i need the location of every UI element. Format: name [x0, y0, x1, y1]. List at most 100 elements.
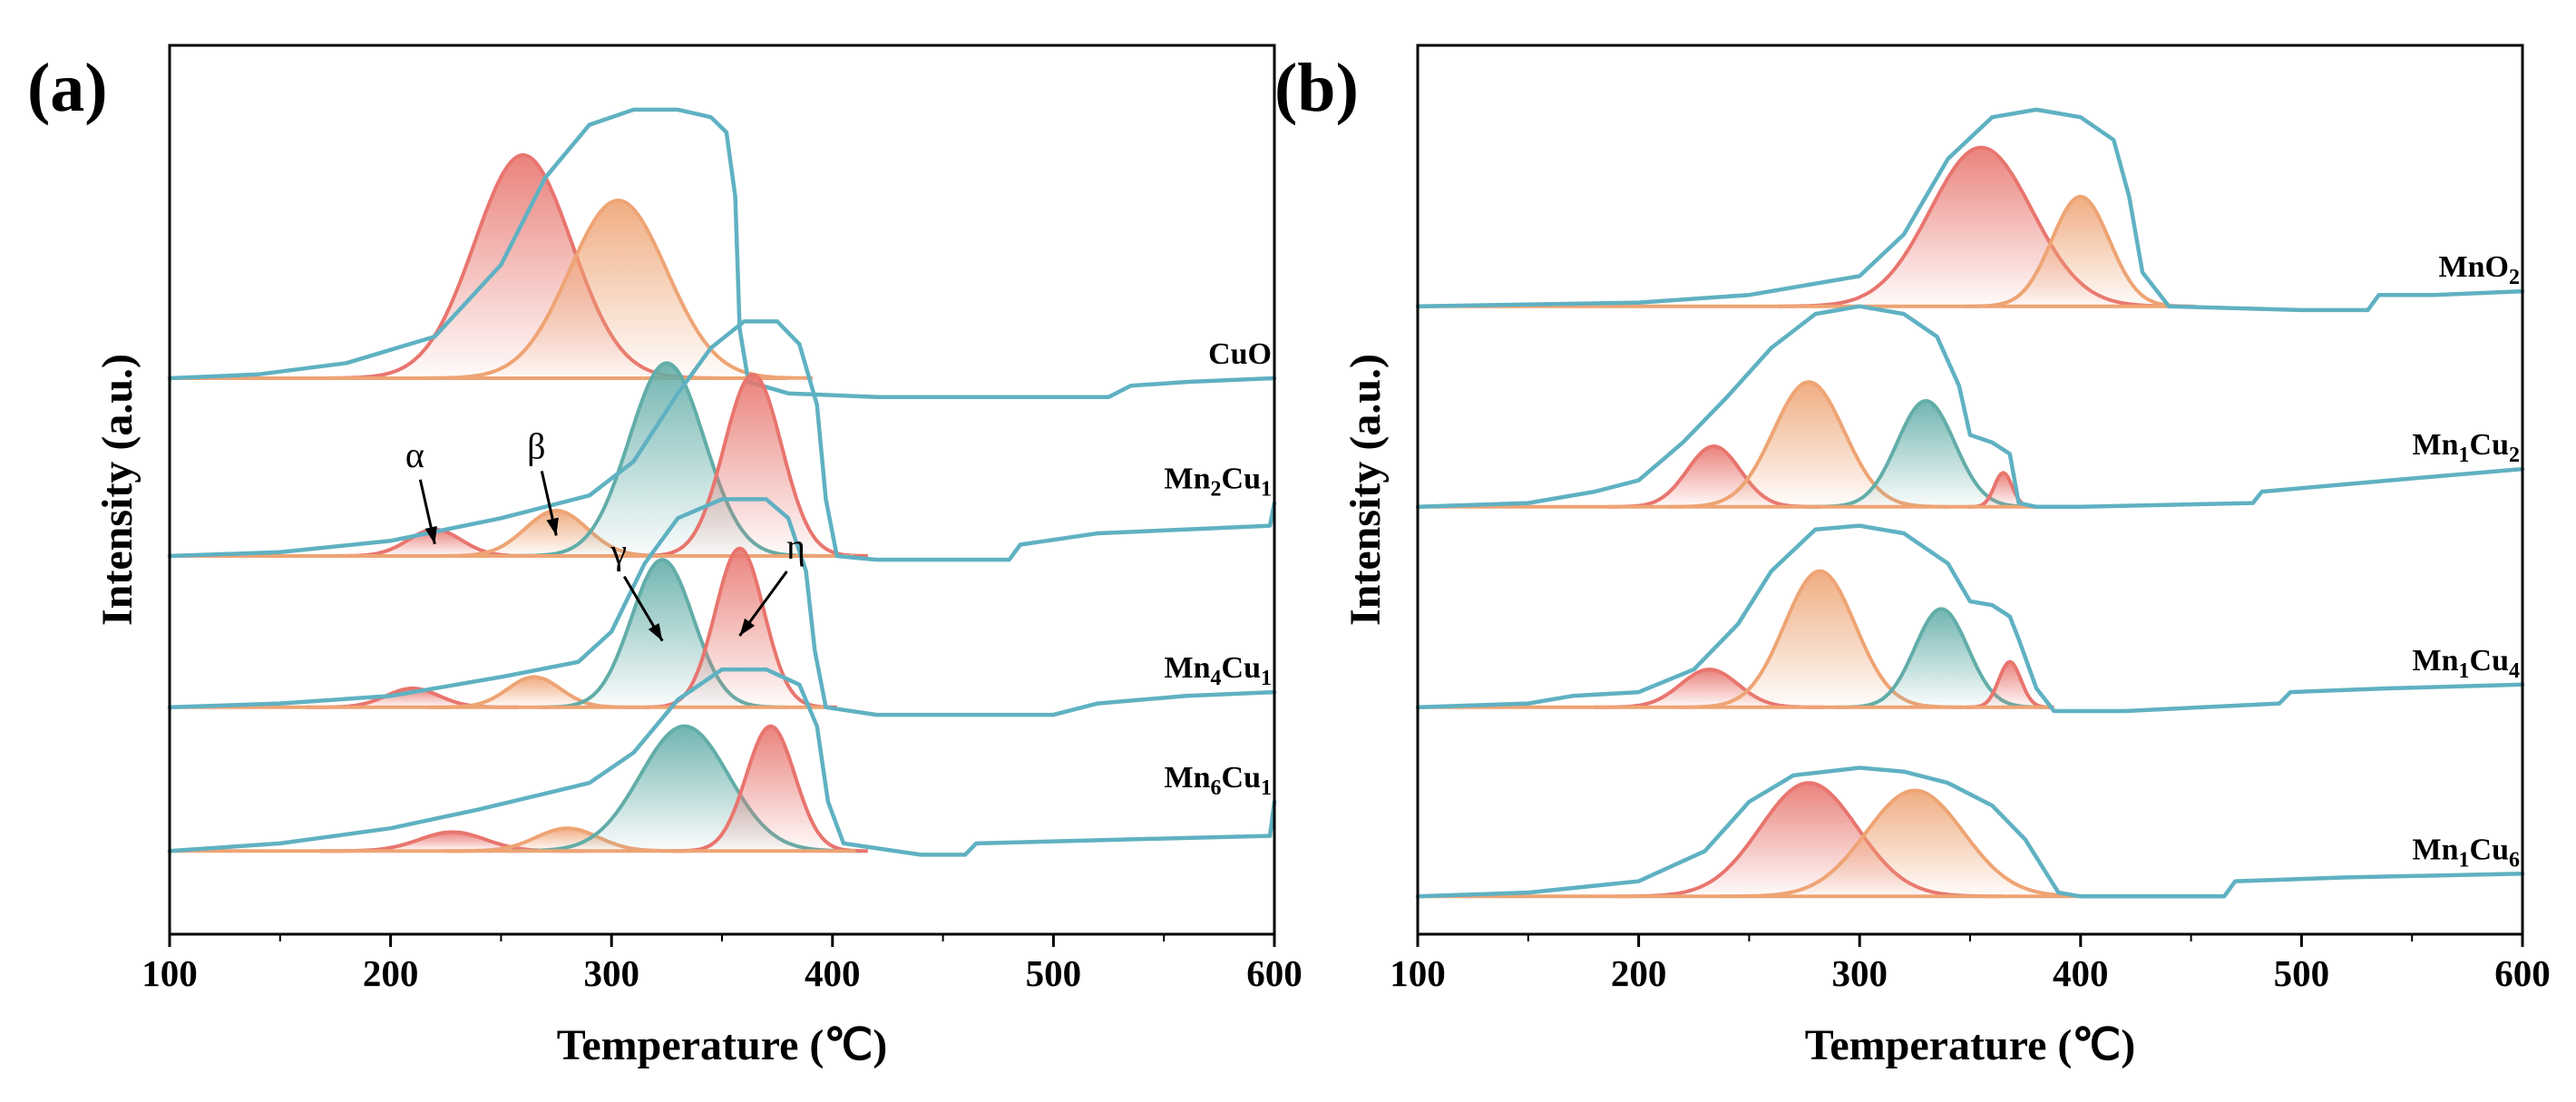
sample-label-part: Mn — [2413, 833, 2459, 866]
panel-b-label: (b) — [1274, 50, 1359, 126]
peak-fill-Mn4Cu1-2 — [538, 560, 786, 707]
sample-label-Mn1Cu4: Mn1Cu4 — [2413, 644, 2520, 683]
peak-fill-Mn4Cu1-3 — [642, 548, 837, 707]
x-tick-label-400: 400 — [2053, 952, 2109, 994]
sample-label-part: Cu — [2470, 644, 2509, 678]
peak-fill-Mn1Cu4-2 — [1835, 609, 2048, 707]
peak-fill-Mn1Cu2-0 — [1607, 446, 1820, 507]
annotation-arrowhead-0 — [648, 622, 663, 641]
annotation-arrowhead-1 — [546, 517, 559, 536]
panel-b-ticks: 100 200 300 400 500 600 — [1390, 934, 2551, 994]
peak-line-Mn1Cu6-1 — [1720, 788, 2110, 899]
envelope-Mn6Cu1 — [167, 667, 1277, 857]
x-tick-label-300: 300 — [1831, 952, 1888, 994]
sample-label-part: 6 — [1211, 776, 1222, 800]
sample-label-part: Mn — [2413, 644, 2459, 678]
sample-label-part: Mn — [2413, 428, 2459, 462]
sample-label-part: Mn — [1165, 463, 1211, 496]
x-tick-label-600: 600 — [1246, 952, 1303, 994]
sample-label-Mn4Cu1: Mn4Cu1 — [1165, 651, 1272, 690]
x-tick-label-500: 500 — [2274, 952, 2330, 994]
peak-fill-Mn1Cu2-1 — [1667, 382, 1951, 507]
sample-label-part: 4 — [2509, 659, 2520, 683]
annotation-arrowhead-0 — [424, 526, 437, 544]
sample-label-part: 2 — [2509, 444, 2520, 467]
peak-fill-Mn6Cu1-2 — [507, 726, 862, 852]
x-tick-label-500: 500 — [1026, 952, 1082, 994]
peak-fill-Mn1Cu4-0 — [1594, 669, 1825, 707]
x-tick-label-300: 300 — [583, 952, 639, 994]
annotation-symbol-1: β — [527, 425, 545, 466]
panel-b-xlabel: Temperature (℃) — [1805, 1021, 2136, 1069]
sample-label-part: Cu — [2470, 428, 2509, 462]
x-tick-label-100: 100 — [1390, 952, 1446, 994]
x-tick-label-200: 200 — [363, 952, 419, 994]
peak-fill-Mn6Cu1-3 — [673, 726, 868, 852]
x-tick-label-200: 200 — [1611, 952, 1667, 994]
envelope-MnO2 — [1415, 107, 2525, 313]
sample-label-part: CuO — [1208, 337, 1272, 371]
peak-fill-Mn1Cu6-0 — [1614, 783, 2004, 897]
envelope-CuO — [167, 107, 1277, 400]
sample-label-part: 2 — [1211, 478, 1222, 502]
panel-b-ylabel: Intensity (a.u.) — [1342, 354, 1390, 626]
sample-label-part: 2 — [2509, 266, 2520, 289]
peak-fill-CuO-0 — [328, 154, 718, 378]
annotation-symbol-1: η — [786, 526, 805, 567]
sample-label-part: 1 — [1261, 776, 1272, 800]
envelope-Mn1Cu2 — [1415, 304, 2525, 510]
x-tick-label-100: 100 — [141, 952, 198, 994]
peak-fill-Mn1Cu2-2 — [1810, 401, 2041, 507]
envelope-Mn1Cu6 — [1415, 766, 2525, 899]
peak-fill-Mn1Cu6-1 — [1720, 790, 2110, 897]
peak-line-Mn2Cu1-3 — [638, 372, 868, 558]
panel-a-xlabel: Temperature (℃) — [557, 1021, 888, 1069]
sample-label-part: 1 — [2459, 848, 2470, 872]
trace-Mn6Cu1: Mn6Cu1 — [167, 667, 1277, 857]
peak-fill-Mn6Cu1-0 — [319, 832, 585, 852]
trace-Mn1Cu2: Mn1Cu2 — [1415, 304, 2525, 510]
sample-label-part: Cu — [1222, 463, 1261, 496]
trace-Mn1Cu6: Mn1Cu6 — [1415, 766, 2525, 899]
sample-label-MnO2: MnO2 — [2439, 250, 2520, 289]
sample-label-part: Cu — [1222, 651, 1261, 685]
peak-line-Mn6Cu1-3 — [673, 724, 868, 853]
peak-fill-Mn6Cu1-1 — [444, 828, 691, 852]
trace-CuO: CuO — [167, 107, 1277, 400]
annotation-arrowhead-1 — [739, 618, 756, 636]
peak-fill-Mn1Cu4-1 — [1678, 571, 1962, 707]
trace-MnO2: MnO2 — [1415, 107, 2525, 313]
panel-a-ylabel: Intensity (a.u.) — [93, 354, 141, 626]
trace-Mn4Cu1: Mn4Cu1 γ η — [167, 497, 1277, 717]
sample-label-part: MnO — [2439, 250, 2509, 284]
sample-label-part: 1 — [1261, 478, 1272, 502]
envelope-Mn1Cu4 — [1415, 523, 2525, 714]
sample-label-part: 1 — [2459, 659, 2470, 683]
peak-line-MnO2-1 — [1966, 194, 2196, 308]
annotation-symbol-0: γ — [610, 531, 627, 572]
x-tick-label-600: 600 — [2494, 952, 2551, 994]
panel-a-label: (a) — [27, 50, 108, 126]
sample-label-part: 6 — [2509, 848, 2520, 872]
sample-label-CuO: CuO — [1208, 337, 1272, 371]
sample-label-part: 1 — [1261, 667, 1272, 690]
sample-label-Mn1Cu6: Mn1Cu6 — [2413, 833, 2520, 872]
peak-fill-CuO-1 — [424, 200, 813, 378]
envelope-Mn2Cu1 — [167, 319, 1277, 562]
peak-fill-Mn2Cu1-3 — [638, 374, 868, 556]
panel-a-ticks: 100 200 300 400 500 600 — [141, 934, 1303, 994]
peak-fill-MnO2-1 — [1966, 196, 2196, 307]
sample-label-part: 1 — [2459, 444, 2470, 467]
annotation-symbol-0: α — [405, 434, 424, 475]
peak-fill-Mn1Cu2-3 — [1967, 473, 2039, 507]
sample-label-Mn1Cu2: Mn1Cu2 — [2413, 428, 2520, 467]
trace-Mn1Cu4: Mn1Cu4 — [1415, 523, 2525, 714]
sample-label-part: Cu — [2470, 833, 2509, 866]
sample-label-Mn2Cu1: Mn2Cu1 — [1165, 463, 1272, 502]
envelope-Mn4Cu1 — [167, 497, 1277, 717]
